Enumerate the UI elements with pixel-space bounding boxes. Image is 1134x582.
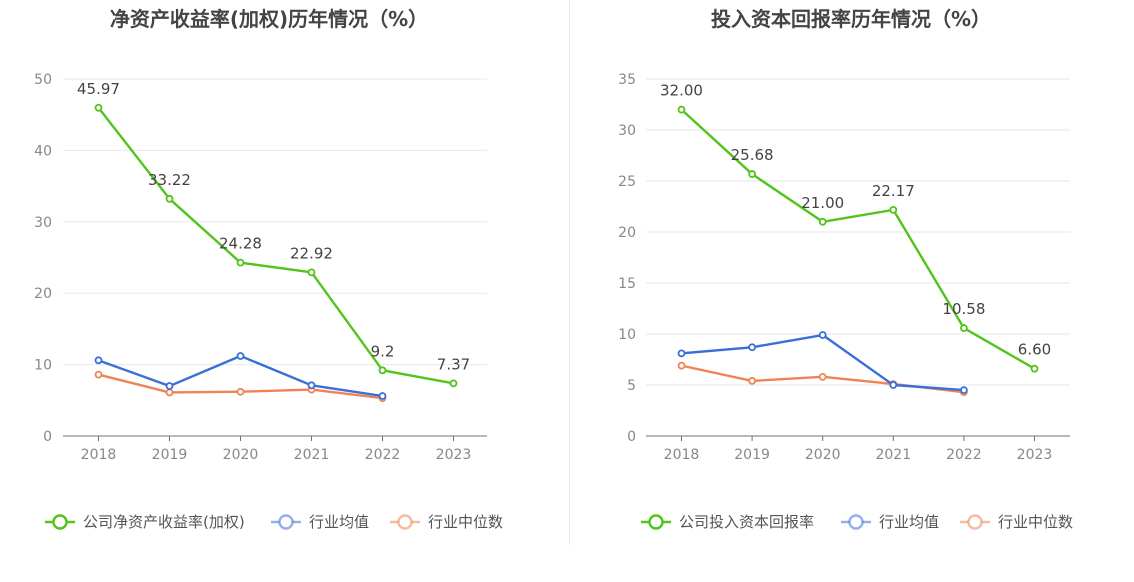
data-point [378, 366, 387, 375]
data-point [165, 388, 174, 397]
data-point [818, 217, 827, 226]
x-tick-label: 2020 [805, 447, 841, 463]
x-tick-label: 2023 [436, 447, 472, 463]
data-point [307, 268, 316, 277]
chart-title: 投入资本回报率历年情况（%） [711, 7, 991, 31]
data-point [236, 387, 245, 396]
legend-marker [967, 514, 983, 530]
y-tick-label: 10 [34, 358, 52, 374]
data-point [889, 381, 898, 389]
legend-label: 行业中位数 [998, 513, 1073, 531]
data-point [677, 361, 686, 370]
data-point [818, 372, 827, 381]
data-point [236, 258, 245, 267]
data-label: 7.37 [437, 355, 470, 373]
data-point [748, 170, 756, 178]
data-label: 9.2 [371, 342, 395, 360]
panel-divider [569, 0, 570, 545]
y-tick-label: 35 [618, 72, 636, 88]
x-tick-label: 2020 [223, 447, 259, 463]
y-tick-label: 20 [34, 286, 52, 302]
data-label: 22.17 [872, 182, 915, 200]
data-point [449, 379, 458, 388]
data-point [94, 356, 103, 365]
legend-label: 公司投入资本回报率 [679, 513, 814, 531]
y-tick-label: 5 [627, 378, 636, 394]
data-label: 33.22 [148, 171, 191, 189]
legend-marker [848, 514, 864, 530]
y-tick-label: 50 [34, 72, 52, 88]
data-label: 21.00 [801, 194, 844, 212]
data-point [165, 194, 174, 203]
data-point [1030, 364, 1039, 373]
data-point [960, 386, 968, 395]
data-label: 24.28 [219, 235, 262, 253]
data-point [94, 370, 103, 379]
data-point [748, 343, 756, 352]
y-tick-label: 20 [618, 225, 636, 241]
data-label: 22.92 [290, 244, 333, 262]
legend-marker [648, 514, 664, 530]
legend-label: 行业均值 [309, 513, 369, 531]
data-point [165, 382, 174, 390]
data-label: 6.60 [1018, 341, 1051, 359]
y-tick-label: 0 [43, 429, 52, 445]
data-point [307, 381, 316, 390]
x-tick-label: 2021 [294, 447, 330, 463]
legend-marker [278, 514, 294, 530]
legend-label: 行业均值 [879, 513, 939, 531]
x-tick-label: 2022 [365, 447, 401, 463]
legend-label: 公司净资产收益率(加权) [83, 513, 245, 531]
data-point [748, 377, 756, 385]
chart-title: 净资产收益率(加权)历年情况（%） [110, 7, 428, 31]
series-line [680, 108, 1036, 370]
data-point [677, 105, 686, 114]
data-point [889, 205, 898, 214]
series-line [681, 333, 964, 392]
data-label: 32.00 [660, 82, 703, 100]
y-tick-label: 25 [618, 174, 636, 190]
data-point [960, 324, 968, 332]
x-tick-label: 2021 [875, 447, 911, 463]
x-tick-label: 2019 [152, 447, 188, 463]
data-label: 10.58 [942, 300, 985, 318]
x-tick-label: 2018 [81, 447, 117, 463]
legend-label: 行业中位数 [428, 513, 503, 531]
x-tick-label: 2018 [664, 447, 700, 463]
data-point [677, 349, 686, 358]
series-line [97, 107, 454, 385]
y-tick-label: 40 [34, 143, 52, 159]
y-tick-label: 15 [618, 276, 636, 292]
legend-marker [52, 514, 68, 530]
x-tick-label: 2023 [1017, 447, 1053, 463]
data-point [818, 331, 827, 339]
x-tick-label: 2019 [734, 447, 770, 463]
y-tick-label: 30 [618, 123, 636, 139]
x-tick-label: 2022 [946, 447, 982, 463]
data-point [378, 392, 387, 400]
data-label: 45.97 [77, 80, 120, 98]
data-point [236, 352, 245, 360]
y-tick-label: 30 [34, 215, 52, 231]
y-tick-label: 0 [627, 429, 636, 445]
data-point [94, 103, 103, 112]
legend-marker [397, 514, 413, 530]
data-label: 25.68 [731, 146, 774, 164]
y-tick-label: 10 [618, 327, 636, 343]
